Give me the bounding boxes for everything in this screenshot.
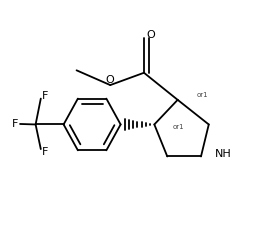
Text: F: F xyxy=(42,91,49,101)
Text: F: F xyxy=(42,147,49,157)
Text: O: O xyxy=(147,30,156,40)
Text: O: O xyxy=(105,75,114,85)
Text: NH: NH xyxy=(215,149,231,159)
Text: F: F xyxy=(12,119,18,129)
Text: or1: or1 xyxy=(173,124,185,130)
Text: or1: or1 xyxy=(196,92,208,98)
